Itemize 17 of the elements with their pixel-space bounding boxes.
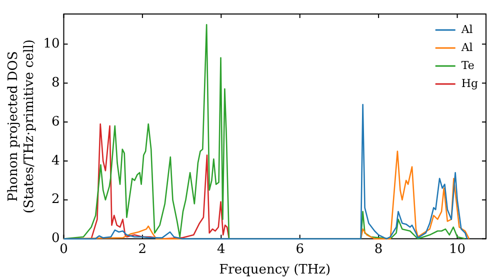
x-tick-label: 10 bbox=[449, 242, 466, 257]
y-tick-label: 8 bbox=[51, 75, 60, 90]
x-tick-label: 2 bbox=[138, 242, 147, 257]
y-tick-label: 0 bbox=[51, 231, 60, 246]
x-axis-title: Frequency (THz) bbox=[219, 262, 331, 278]
legend-label: Te bbox=[461, 58, 474, 72]
y-tick-label: 6 bbox=[51, 114, 60, 130]
y-tick-label: 2 bbox=[51, 192, 60, 208]
legend-label: Hg bbox=[461, 76, 478, 90]
x-tick-label: 6 bbox=[296, 242, 304, 257]
x-tick-label: 4 bbox=[217, 242, 226, 257]
x-tick-label: 8 bbox=[374, 242, 383, 257]
legend-label: Al bbox=[460, 22, 474, 36]
y-tick-label: 10 bbox=[43, 36, 60, 52]
y-axis-title: Phonon projected DOS (States/THz·primitive cell) bbox=[6, 39, 37, 214]
legend-label: Al bbox=[460, 40, 474, 54]
y-tick-label: 4 bbox=[51, 153, 60, 168]
